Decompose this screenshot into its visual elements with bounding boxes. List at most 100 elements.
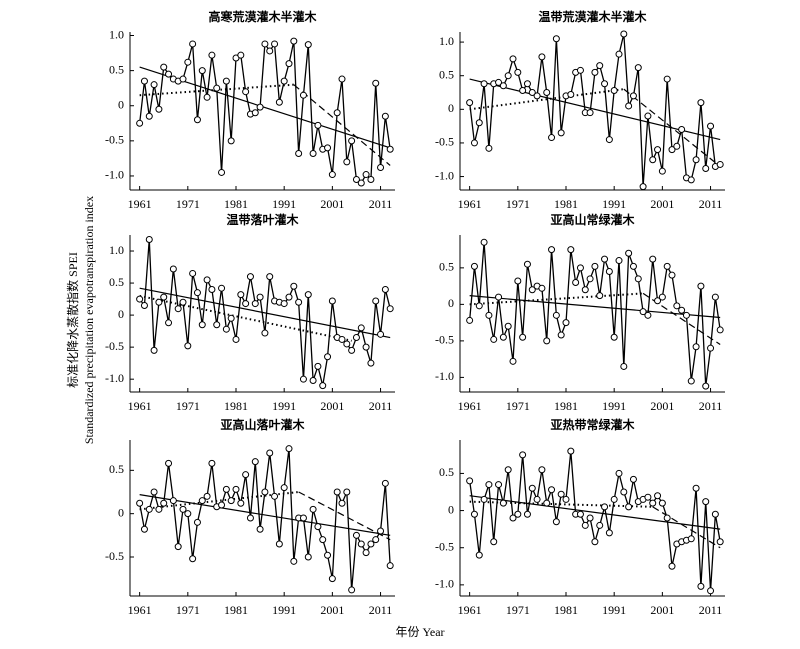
spei-point (634, 64, 642, 72)
spei-point (586, 514, 594, 522)
spei-point (678, 306, 686, 314)
spei-point (218, 501, 226, 509)
spei-point (160, 293, 168, 301)
spei-point (184, 342, 192, 350)
spei-point (343, 488, 351, 496)
spei-point (242, 471, 250, 479)
chart-title: 高寒荒漠灌木半灌木 (208, 9, 317, 24)
spei-point (165, 70, 173, 78)
spei-point (218, 284, 226, 292)
y-tick-label: -0.5 (435, 539, 454, 553)
spei-point (610, 495, 618, 503)
y-tick-label: 0.5 (439, 260, 454, 274)
y-tick-label: 1.0 (109, 243, 124, 257)
spei-point (324, 144, 332, 152)
y-tick-label: -1.0 (105, 168, 124, 182)
x-tick-label: 2001 (320, 603, 344, 617)
spei-point (208, 285, 216, 293)
spei-point (615, 50, 623, 58)
spei-point (140, 77, 148, 85)
spei-point (386, 145, 394, 153)
spei-point (184, 58, 192, 66)
spei-point (678, 125, 686, 133)
chart-title: 亚高山落叶灌木 (220, 417, 305, 432)
spei-point (357, 179, 365, 187)
y-tick-label: -0.5 (105, 133, 124, 147)
spei-point (295, 298, 303, 306)
spei-point (338, 75, 346, 83)
spei-point (386, 562, 394, 570)
y-tick-label: 0.5 (439, 67, 454, 81)
spei-point (605, 268, 613, 276)
spei-point (548, 134, 556, 142)
spei-point (367, 359, 375, 367)
spei-point (343, 158, 351, 166)
spei-point (466, 477, 474, 485)
x-tick-label: 1971 (176, 603, 200, 617)
y-tick-label: -0.5 (435, 135, 454, 149)
spei-point (509, 55, 517, 63)
spei-point (514, 68, 522, 76)
spei-point (620, 30, 628, 38)
trend-line (298, 491, 391, 541)
spei-point (485, 144, 493, 152)
spei-point (136, 499, 144, 507)
trend-line (469, 495, 721, 530)
spei-point (246, 514, 254, 522)
spei-point (319, 536, 327, 544)
spei-point (280, 300, 288, 308)
trend-line (139, 294, 352, 342)
spei-point (702, 498, 710, 506)
spei-point (309, 505, 317, 513)
spei-point (581, 521, 589, 529)
spei-point (629, 475, 637, 483)
spei-point (702, 382, 710, 390)
spei-point (495, 78, 503, 86)
y-tick-label: 0.5 (439, 465, 454, 479)
spei-point (155, 505, 163, 513)
spei-point (251, 300, 259, 308)
spei-point (290, 37, 298, 45)
spei-point (203, 93, 211, 101)
spei-point (319, 382, 327, 390)
spei-point (697, 582, 705, 590)
spei-point (160, 63, 168, 71)
spei-point (299, 375, 307, 383)
y-tick-label: 1.0 (439, 34, 454, 48)
spei-point (576, 66, 584, 74)
spei-point (644, 311, 652, 319)
spei-point (189, 40, 197, 48)
trend-line (293, 84, 391, 166)
spei-point (261, 40, 269, 48)
spei-point (596, 292, 604, 300)
spei-point (328, 575, 336, 583)
spei-point (362, 171, 370, 179)
spei-point (213, 321, 221, 329)
spei-point (519, 451, 527, 459)
spei-point (362, 343, 370, 351)
spei-point (615, 469, 623, 477)
spei-point (668, 562, 676, 570)
spei-point (490, 538, 498, 546)
spei-point (639, 183, 647, 191)
x-tick-label: 1991 (602, 399, 626, 413)
spei-point (295, 149, 303, 157)
x-tick-label: 1971 (506, 399, 530, 413)
spei-point (367, 540, 375, 548)
spei-point (377, 330, 385, 338)
spei-point (634, 275, 642, 283)
x-tick-label: 1981 (224, 399, 248, 413)
spei-point (280, 484, 288, 492)
spei-point (629, 262, 637, 270)
spei-point (601, 80, 609, 88)
spei-point (490, 335, 498, 343)
spei-point (552, 518, 560, 526)
spei-point (533, 92, 541, 100)
spei-point (687, 535, 695, 543)
spei-point (165, 459, 173, 467)
y-tick-label: 0 (448, 296, 454, 310)
spei-point (552, 35, 560, 43)
spei-point (227, 497, 235, 505)
spei-point (237, 291, 245, 299)
spei-point (160, 499, 168, 507)
